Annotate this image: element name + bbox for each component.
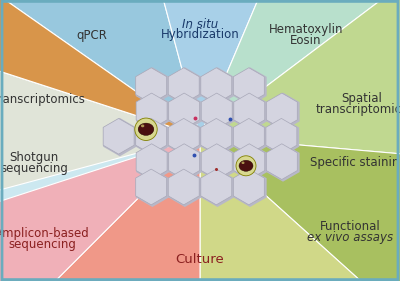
Polygon shape — [266, 144, 297, 180]
Polygon shape — [201, 67, 234, 106]
Polygon shape — [0, 0, 200, 136]
Polygon shape — [200, 0, 400, 136]
Polygon shape — [266, 143, 300, 182]
Ellipse shape — [242, 162, 244, 164]
Polygon shape — [136, 169, 167, 205]
Text: Spatial: Spatial — [342, 92, 382, 105]
Polygon shape — [136, 68, 167, 103]
Polygon shape — [136, 143, 170, 182]
Polygon shape — [200, 0, 400, 161]
Polygon shape — [169, 93, 200, 129]
Text: Hybridization: Hybridization — [161, 28, 239, 41]
Polygon shape — [201, 92, 234, 131]
Ellipse shape — [135, 118, 157, 140]
Polygon shape — [233, 169, 267, 207]
Polygon shape — [103, 118, 136, 156]
Polygon shape — [136, 169, 169, 207]
Polygon shape — [201, 68, 232, 103]
Polygon shape — [201, 169, 234, 207]
Ellipse shape — [236, 156, 256, 176]
Polygon shape — [266, 118, 297, 154]
Text: Transcriptomics: Transcriptomics — [0, 93, 84, 106]
Text: qPCR: qPCR — [76, 29, 108, 42]
Ellipse shape — [141, 124, 144, 127]
Polygon shape — [233, 68, 264, 103]
Polygon shape — [136, 118, 167, 154]
Polygon shape — [201, 143, 234, 182]
Polygon shape — [266, 92, 300, 131]
Polygon shape — [136, 92, 170, 131]
Polygon shape — [168, 169, 199, 205]
Polygon shape — [0, 136, 200, 281]
Text: Specific staining: Specific staining — [310, 157, 400, 169]
Polygon shape — [168, 169, 202, 207]
Polygon shape — [233, 118, 264, 154]
Polygon shape — [168, 118, 202, 156]
Polygon shape — [0, 47, 200, 211]
Polygon shape — [234, 143, 267, 182]
Polygon shape — [200, 136, 400, 281]
Polygon shape — [234, 144, 265, 180]
Polygon shape — [201, 169, 232, 205]
Polygon shape — [169, 92, 202, 131]
Polygon shape — [200, 136, 400, 281]
Polygon shape — [201, 144, 232, 180]
Polygon shape — [136, 93, 167, 129]
Polygon shape — [136, 144, 167, 180]
Polygon shape — [0, 136, 200, 281]
Text: Eosin: Eosin — [290, 34, 322, 47]
Text: sequencing: sequencing — [8, 238, 76, 251]
Polygon shape — [126, 0, 312, 136]
Polygon shape — [136, 67, 169, 106]
Text: transcriptomics: transcriptomics — [316, 103, 400, 116]
Polygon shape — [201, 93, 232, 129]
Text: ex vivo assays: ex vivo assays — [307, 231, 393, 244]
Polygon shape — [169, 144, 200, 180]
Text: In situ: In situ — [182, 18, 218, 31]
Ellipse shape — [239, 160, 253, 171]
Polygon shape — [169, 143, 202, 182]
Polygon shape — [233, 169, 264, 205]
Text: Amplicon-based: Amplicon-based — [0, 227, 89, 240]
Text: sequencing: sequencing — [0, 162, 68, 175]
Polygon shape — [103, 118, 134, 154]
Polygon shape — [266, 118, 299, 156]
Polygon shape — [168, 67, 202, 106]
Text: Shotgun: Shotgun — [9, 151, 59, 164]
Polygon shape — [234, 92, 267, 131]
Text: Hematoxylin: Hematoxylin — [269, 23, 343, 36]
Polygon shape — [233, 67, 267, 106]
Polygon shape — [168, 68, 199, 103]
Polygon shape — [266, 93, 297, 129]
Polygon shape — [168, 118, 199, 154]
Polygon shape — [201, 118, 232, 154]
Polygon shape — [0, 0, 200, 136]
Polygon shape — [136, 118, 169, 156]
Polygon shape — [233, 118, 267, 156]
Polygon shape — [201, 118, 234, 156]
Text: Functional: Functional — [320, 220, 380, 233]
Polygon shape — [234, 93, 265, 129]
Text: Culture: Culture — [176, 253, 224, 266]
Ellipse shape — [138, 123, 154, 135]
